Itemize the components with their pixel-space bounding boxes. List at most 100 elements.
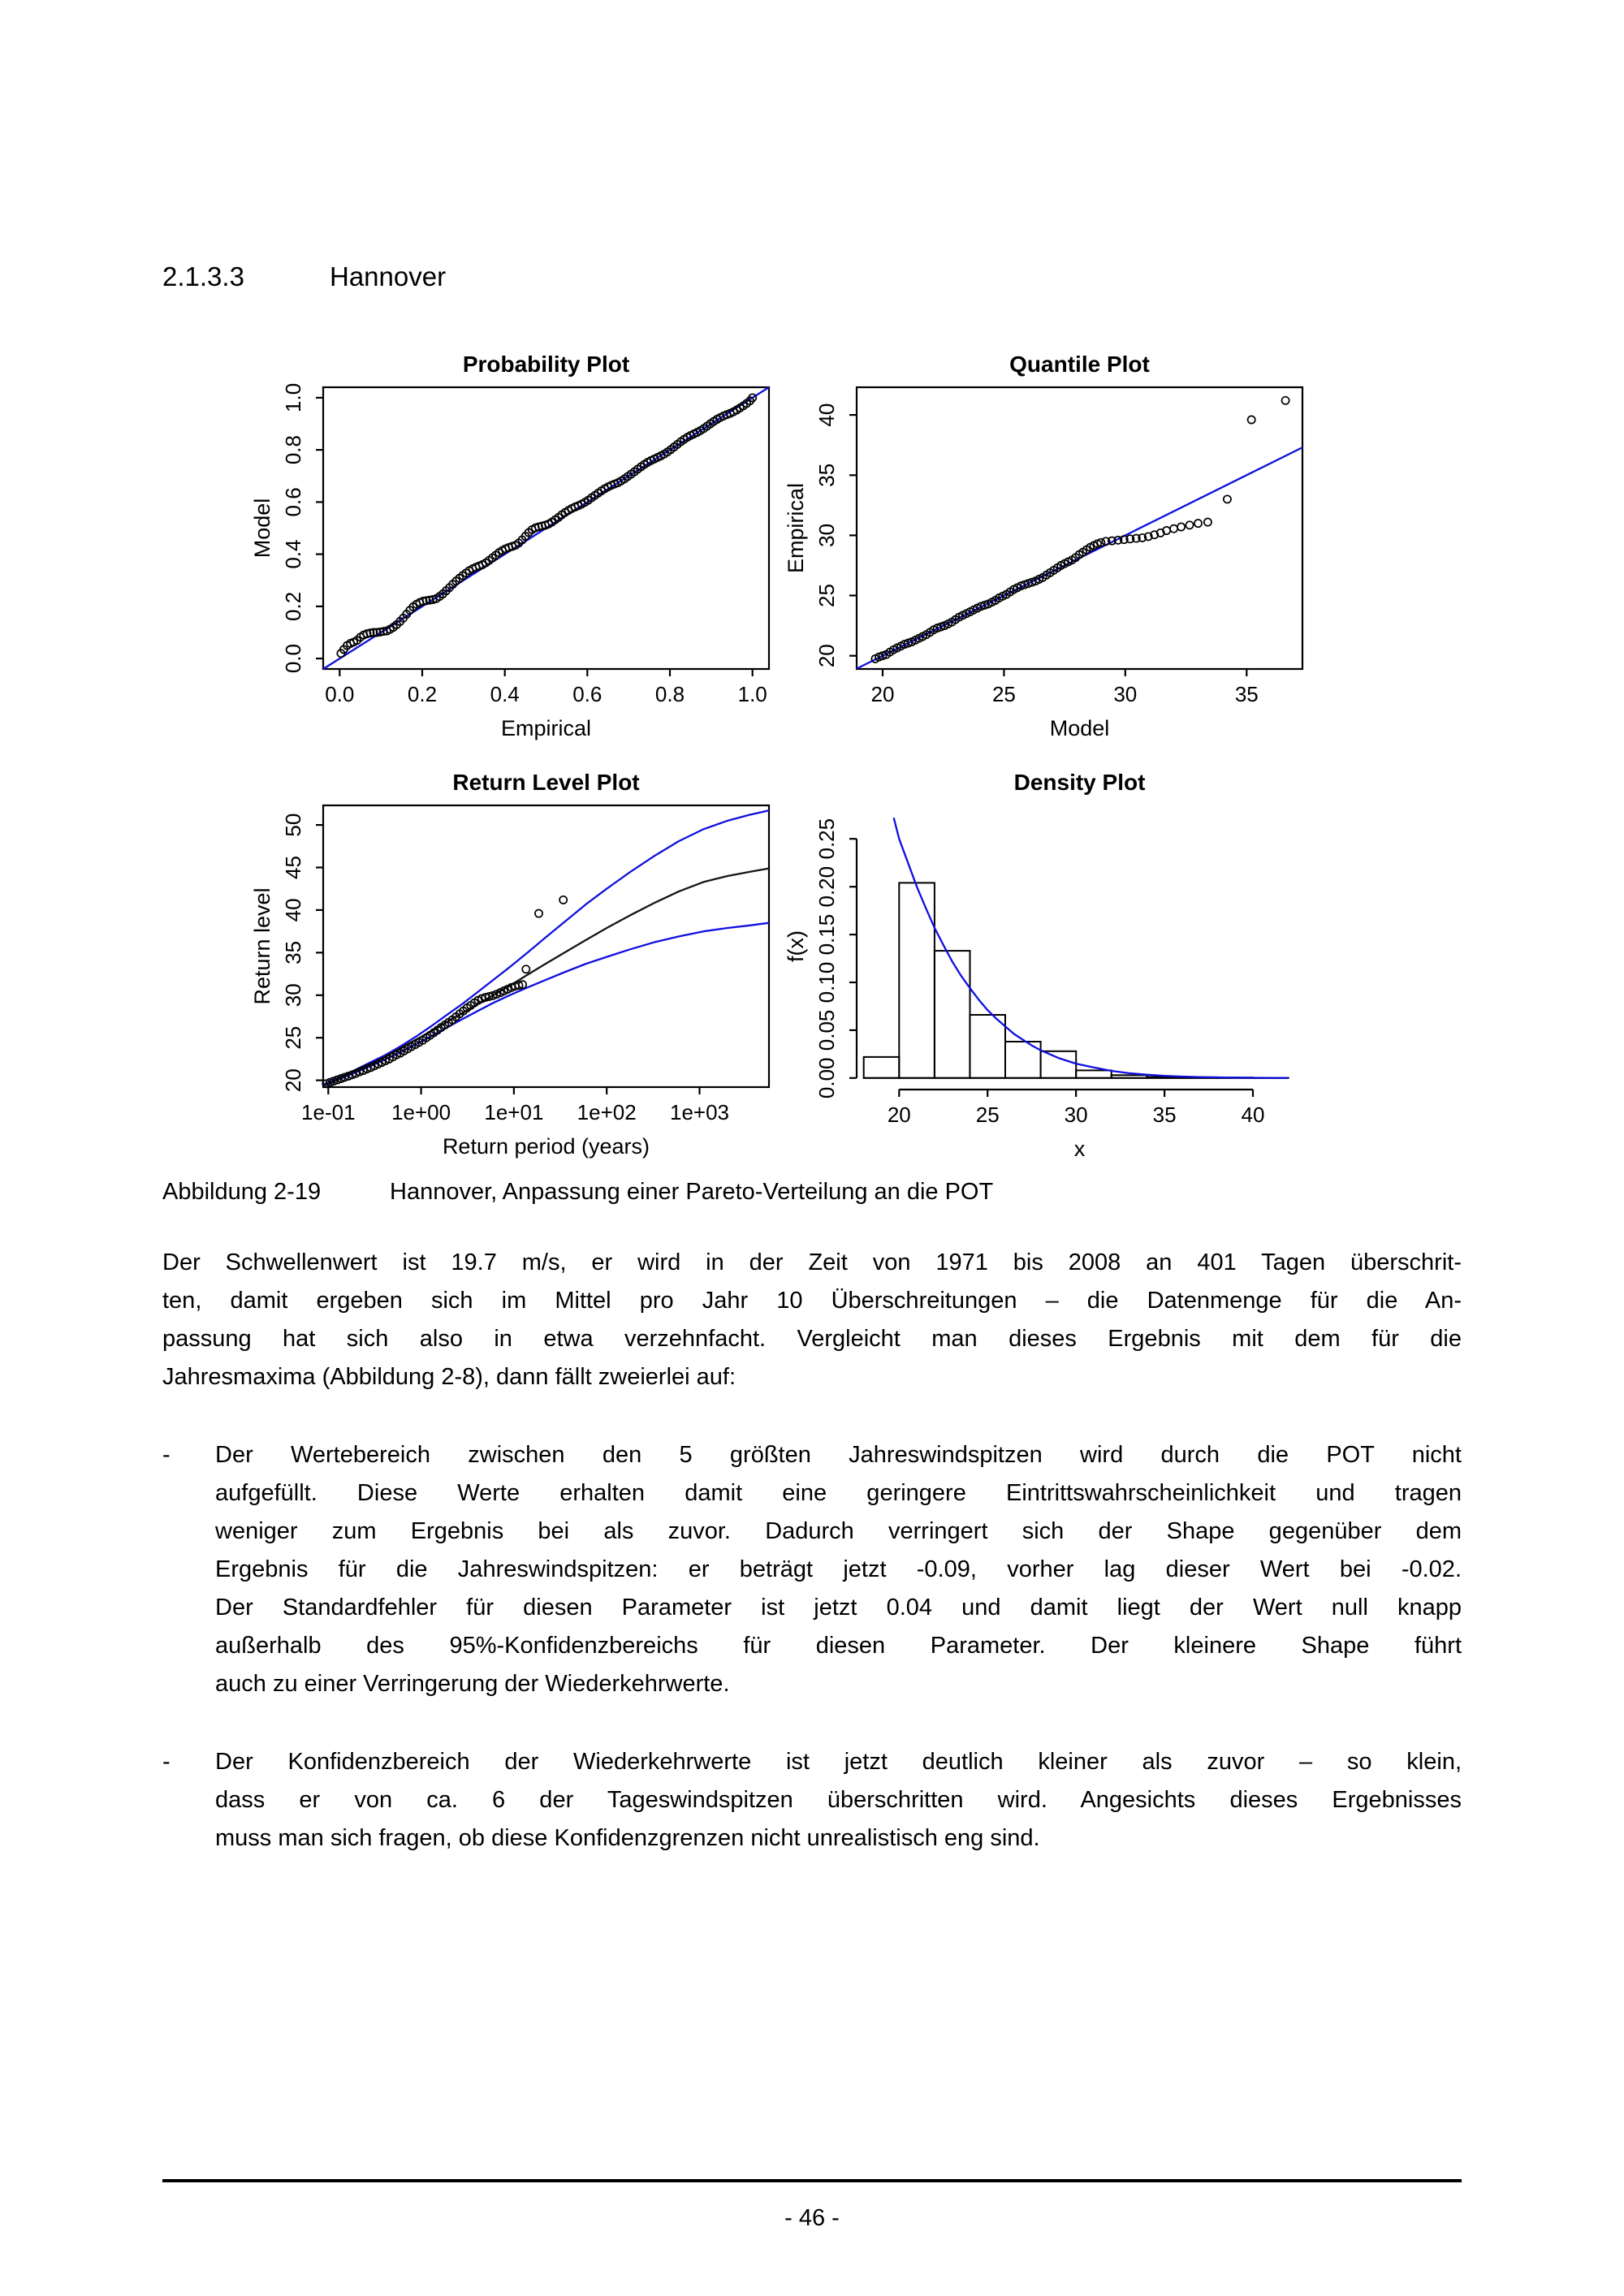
text-line: Jahresmaxima (Abbildung 2-8), dann fällt…	[162, 1364, 736, 1390]
data-point	[1177, 522, 1186, 532]
data-point	[1119, 535, 1129, 545]
y-tick-label: 0.8	[281, 435, 305, 464]
y-tick-label: 40	[814, 404, 839, 427]
text-line: Der Schwellenwert ist 19.7 m/s, er wird …	[162, 1249, 1462, 1275]
y-tick-label: 0.6	[281, 487, 305, 516]
bullet-marker: -	[162, 1442, 171, 1468]
x-tick-label: 40	[1242, 1103, 1265, 1127]
x-axis-label: x	[1074, 1137, 1086, 1161]
y-tick-label: 0.0	[281, 644, 305, 673]
x-axis-label: Empirical	[501, 716, 591, 740]
histogram-bar	[969, 1014, 1006, 1079]
x-tick-label: 0.6	[572, 682, 602, 706]
data-point	[878, 651, 888, 661]
text-line: außerhalb des 95%-Konfidenzbereichs für …	[215, 1633, 1462, 1659]
caption-label: Abbildung 2-19	[162, 1179, 322, 1205]
data-point	[980, 600, 989, 610]
histogram-bar	[933, 950, 971, 1079]
data-point	[936, 622, 946, 632]
y-axis-label: Empirical	[784, 483, 808, 573]
data-point	[1185, 520, 1194, 530]
lower-confidence-curve	[322, 921, 770, 1088]
y-tick-label: 20	[814, 644, 839, 667]
x-tick-label: 1.0	[738, 682, 767, 706]
x-tick-label: 20	[888, 1103, 911, 1127]
data-point	[559, 895, 568, 904]
probability-plot-svg: Probability Plot 0.0 0.2 0.4 0.6 0.8 1.0 0.0 0.2…	[250, 352, 771, 740]
y-tick-label: 0.20	[814, 866, 839, 908]
data-point	[1222, 494, 1232, 504]
y-tick-label: 20	[281, 1068, 305, 1092]
x-tick-label: 25	[992, 682, 1016, 706]
x-tick-label: 0.8	[655, 682, 685, 706]
caption-text: Hannover, Anpassung einer Pareto-Verteil…	[390, 1179, 994, 1205]
data-point	[1096, 537, 1106, 547]
fitted-density-curve	[892, 818, 1289, 1079]
y-axis-label: Return level	[250, 887, 274, 1004]
y-tick-label: 0.2	[281, 592, 305, 621]
y-tick-label: 30	[281, 983, 305, 1007]
x-tick-label: 1e+02	[577, 1100, 637, 1124]
data-point	[521, 965, 531, 974]
data-point	[1281, 395, 1290, 405]
upper-confidence-curve	[322, 809, 770, 1085]
y-tick-label: 40	[281, 898, 305, 921]
y-tick-label: 35	[281, 941, 305, 965]
text-line: dass er von ca. 6 der Tageswindspitzen ü…	[215, 1787, 1462, 1813]
data-point	[1125, 534, 1135, 544]
y-tick-label: 0.10	[814, 962, 839, 1003]
x-tick-label: 1e+00	[391, 1100, 451, 1124]
x-tick-label: 0.2	[408, 682, 437, 706]
histogram-bar	[1039, 1050, 1078, 1079]
figure-caption: Abbildung 2-19 Hannover, Anpassung einer …	[162, 1179, 993, 1206]
x-tick-label: 1e+03	[670, 1100, 729, 1124]
bullet-content: Der Wertebereich zwischen den 5 größten …	[215, 1436, 1462, 1703]
y-tick-label: 25	[281, 1026, 305, 1050]
x-tick-label: 30	[1113, 682, 1137, 706]
x-tick-label: 1e-01	[301, 1100, 356, 1124]
data-point	[1246, 415, 1256, 425]
y-tick-label: 30	[814, 524, 839, 547]
data-point	[325, 1077, 335, 1087]
y-tick-label: 50	[281, 814, 305, 837]
data-point	[1107, 536, 1116, 546]
text-line: ten, damit ergeben sich im Mittel pro Ja…	[162, 1288, 1462, 1314]
body-text: Der Schwellenwert ist 19.7 m/s, er wird …	[162, 1244, 1462, 1897]
y-tick-label: 0.4	[281, 540, 305, 569]
data-point	[369, 628, 378, 637]
data-point	[1138, 533, 1147, 542]
paragraph: Der Schwellenwert ist 19.7 m/s, er wird …	[162, 1244, 1462, 1396]
x-tick-label: 0.0	[325, 682, 354, 706]
text-line: passung hat sich also in etwa verzehnfac…	[162, 1326, 1462, 1352]
text-line: Ergebnis für die Jahreswindspitzen: er b…	[215, 1556, 1462, 1582]
data-point	[1203, 517, 1212, 527]
quantile-plot: Quantile Plot 20 25 30 35 20 25 30 35 40 Model Empi…	[720, 341, 1313, 751]
bullet-item: - Der Konfidenzbereich der Wiederkehrwert…	[162, 1743, 1462, 1858]
x-tick-label: 35	[1153, 1103, 1177, 1127]
density-plot-svg: Density Plot 20 25 30 35 40 0.00 0.05 0.10 0.15 0.…	[784, 770, 1289, 1161]
text-line: aufgefüllt. Diese Werte erhalten damit e…	[215, 1480, 1462, 1506]
page-number: - 46 -	[784, 2205, 840, 2231]
data-point	[365, 628, 375, 638]
bullet-marker: -	[162, 1749, 171, 1775]
histogram-bar	[898, 882, 935, 1079]
data-point	[518, 980, 528, 990]
data-point	[340, 1072, 349, 1082]
plot-frame	[322, 804, 771, 1089]
text-line: Der Standardfehler für diesen Parameter …	[215, 1595, 1462, 1621]
data-point	[421, 596, 431, 606]
data-point	[329, 1077, 339, 1086]
bullet-content: Der Konfidenzbereich der Wiederkehrwerte…	[215, 1743, 1462, 1858]
histogram-bar	[1075, 1069, 1112, 1079]
plot-frame	[322, 386, 771, 671]
text-line: weniger zum Ergebnis bei als zuvor. Dadu…	[215, 1518, 1462, 1544]
y-axis-label: f(x)	[784, 930, 808, 962]
y-tick-label: 0.25	[814, 818, 839, 860]
bullet-item: - Der Wertebereich zwischen den 5 größten…	[162, 1436, 1462, 1703]
probability-plot: Probability Plot 0.0 0.2 0.4 0.6 0.8 1.0 0.0 0.2…	[187, 341, 780, 751]
y-axis-label: Model	[250, 498, 274, 559]
section-number: 2.1.3.3	[162, 261, 244, 291]
plot-title: Density Plot	[1014, 770, 1146, 795]
histogram-bar	[862, 1055, 901, 1079]
